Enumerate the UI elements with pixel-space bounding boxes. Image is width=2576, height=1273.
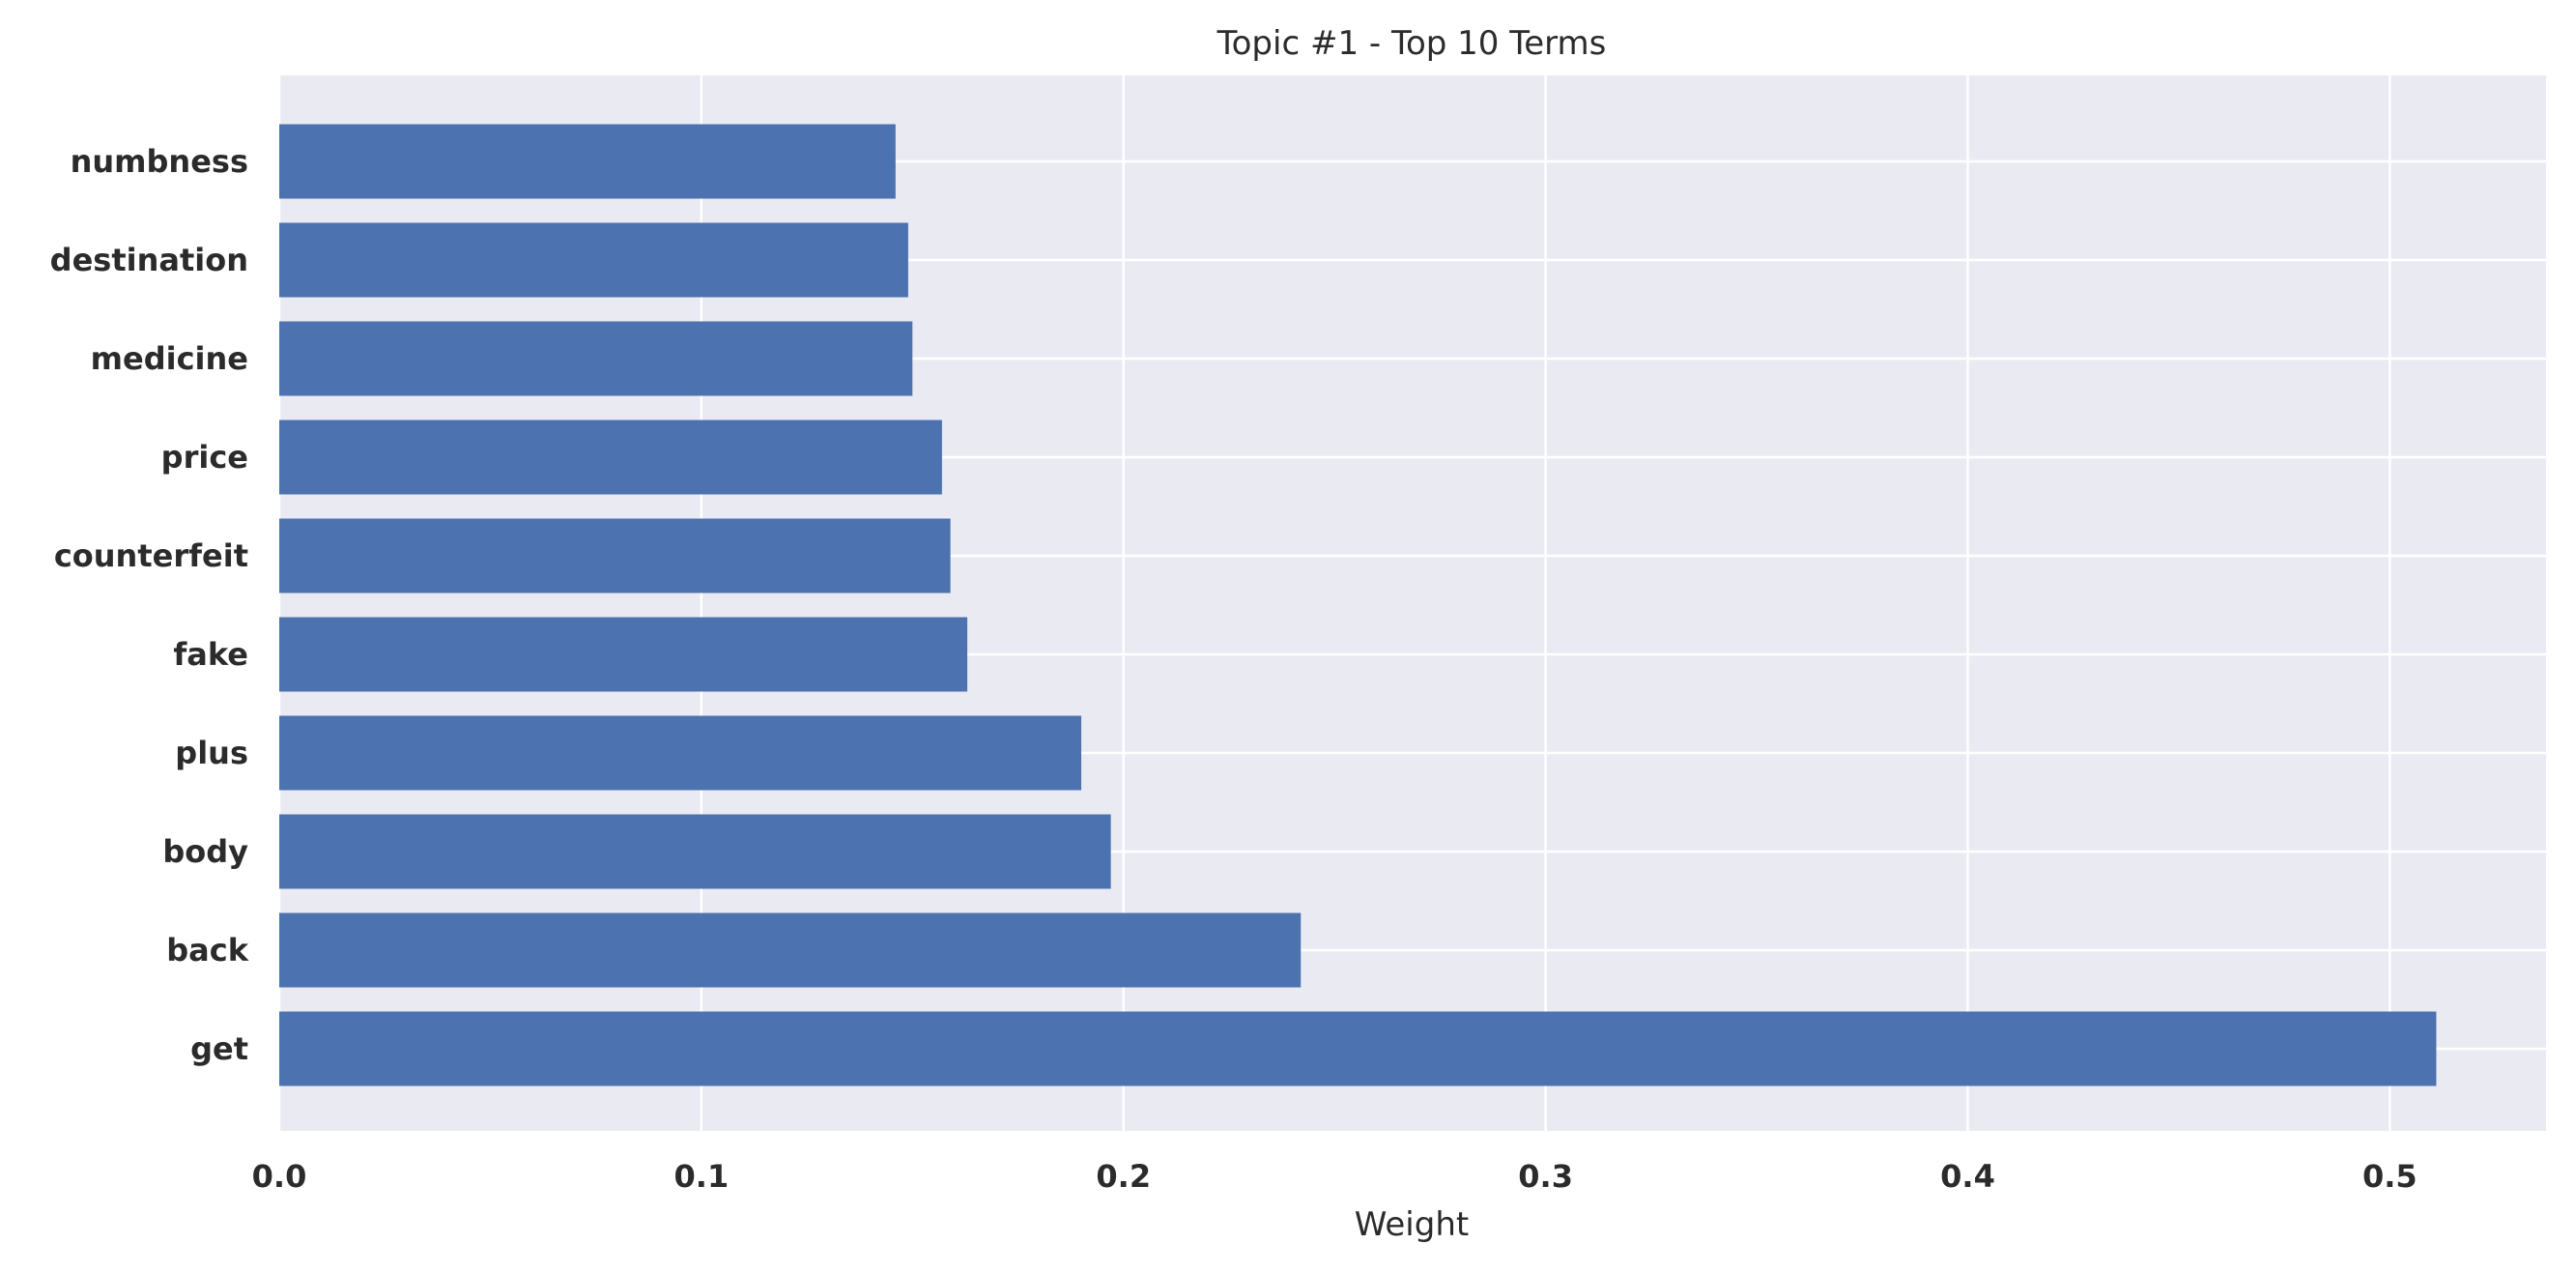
bar-numbness <box>279 124 896 199</box>
y-tick-label: destination <box>50 242 248 278</box>
y-tick-label: price <box>161 439 248 476</box>
x-tick-label: 0.0 <box>252 1158 307 1195</box>
y-tick-label: body <box>162 833 248 870</box>
y-tick-label: back <box>166 932 248 969</box>
bar-fake <box>279 617 968 692</box>
x-tick-label: 0.5 <box>2362 1158 2418 1195</box>
x-axis-label: Weight <box>1355 1205 1469 1244</box>
y-tick-label: fake <box>173 636 248 673</box>
y-tick-label: get <box>190 1030 248 1067</box>
bar-back <box>279 912 1302 988</box>
x-tick-labels: 0.0 0.1 0.2 0.3 0.4 0.5 <box>252 1158 2418 1195</box>
chart-title: Topic #1 - Top 10 Terms <box>1216 24 1607 63</box>
y-tick-label: numbness <box>71 143 248 180</box>
bar-plus <box>279 715 1082 791</box>
y-tick-labels: get back body plus fake counterfeit price medic… <box>50 143 249 1067</box>
x-tick-label: 0.4 <box>1940 1158 1995 1195</box>
bar-body <box>279 814 1111 889</box>
y-tick-label: counterfeit <box>54 537 248 574</box>
x-tick-label: 0.2 <box>1096 1158 1151 1195</box>
bar-counterfeit <box>279 518 951 593</box>
y-tick-label: plus <box>175 735 248 771</box>
bar-price <box>279 420 942 495</box>
x-tick-label: 0.3 <box>1518 1158 1573 1195</box>
y-tick-label: medicine <box>91 340 248 377</box>
bar-destination <box>279 222 908 298</box>
bar-medicine <box>279 321 913 396</box>
bar-get <box>279 1011 2437 1086</box>
x-tick-label: 0.1 <box>674 1158 730 1195</box>
bars <box>279 124 2437 1086</box>
